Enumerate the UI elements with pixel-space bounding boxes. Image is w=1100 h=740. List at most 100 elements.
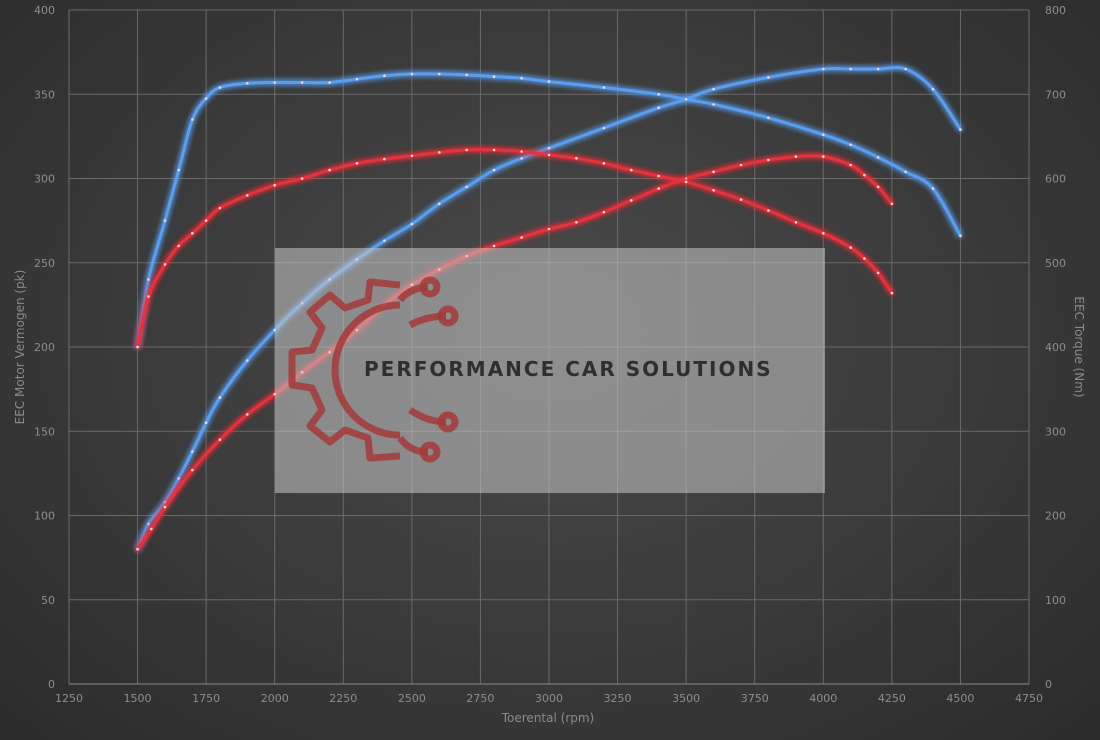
data-point <box>246 413 249 416</box>
data-point <box>246 359 249 362</box>
left-tick-label: 0 <box>48 678 55 691</box>
data-point <box>520 236 523 239</box>
left-tick-label: 350 <box>34 88 55 101</box>
data-point <box>191 450 194 453</box>
left-tick-label: 200 <box>34 341 55 354</box>
data-point <box>410 222 414 226</box>
data-point <box>712 170 715 174</box>
data-point <box>465 148 469 152</box>
right-tick-label: 400 <box>1045 341 1066 354</box>
data-point <box>602 126 606 130</box>
data-point <box>438 72 441 76</box>
data-point <box>273 183 277 187</box>
data-point <box>602 162 606 165</box>
data-point <box>383 157 386 161</box>
data-point <box>904 170 907 174</box>
data-point <box>547 146 551 150</box>
data-point <box>602 86 606 89</box>
data-point <box>931 87 935 91</box>
data-point <box>355 77 359 81</box>
data-point <box>191 232 194 235</box>
left-tick-label: 100 <box>34 510 55 523</box>
x-tick-label: 1500 <box>124 692 152 705</box>
right-tick-label: 0 <box>1045 678 1052 691</box>
data-point <box>204 219 208 222</box>
right-tick-label: 200 <box>1045 510 1066 523</box>
right-axis-ticks: 0 100 200 300 400 500 600 700 800 <box>1045 4 1066 691</box>
data-point <box>177 477 180 480</box>
data-point <box>547 227 551 231</box>
x-tick-label: 4750 <box>1015 692 1043 705</box>
data-point <box>876 185 880 189</box>
series-lines <box>136 66 962 551</box>
data-point <box>657 93 660 96</box>
data-point <box>136 345 139 349</box>
data-point <box>163 263 167 266</box>
data-point <box>575 221 578 224</box>
right-tick-label: 700 <box>1045 88 1066 101</box>
right-axis-title: EEC Torque (Nm) <box>1072 296 1086 397</box>
series-line-3 <box>136 72 962 349</box>
left-axis-ticks: 0 50 100 150 200 250 300 350 400 <box>34 4 55 691</box>
x-tick-label: 3000 <box>535 692 563 705</box>
series-line-1 <box>136 66 962 551</box>
data-point <box>163 219 167 222</box>
data-point <box>739 163 743 167</box>
data-point <box>492 148 496 152</box>
x-tick-label: 2000 <box>261 692 289 705</box>
data-point <box>383 74 386 77</box>
data-point <box>959 234 962 238</box>
data-point <box>218 396 222 399</box>
data-point <box>849 163 852 167</box>
data-point <box>767 116 770 120</box>
left-tick-label: 300 <box>34 173 55 186</box>
data-point <box>492 75 496 78</box>
data-point <box>191 118 194 121</box>
x-tick-label: 4250 <box>878 692 906 705</box>
data-point <box>150 527 153 531</box>
data-point <box>300 81 304 84</box>
data-point <box>712 189 715 192</box>
data-point <box>767 209 770 212</box>
x-axis-title: Toerental (rpm) <box>501 711 594 725</box>
x-tick-label: 2250 <box>329 692 357 705</box>
data-point <box>465 73 469 77</box>
data-point <box>822 67 825 71</box>
data-point <box>684 180 688 184</box>
x-tick-label: 2500 <box>398 692 426 705</box>
data-point <box>163 500 167 504</box>
x-tick-label: 3750 <box>741 692 769 705</box>
data-point <box>890 291 894 295</box>
data-point <box>520 150 523 153</box>
data-point <box>300 177 304 180</box>
data-point <box>767 158 770 162</box>
left-tick-label: 250 <box>34 257 55 270</box>
data-point <box>147 278 150 281</box>
data-point <box>849 143 852 147</box>
data-point <box>849 246 852 249</box>
data-point <box>822 133 825 136</box>
data-point <box>602 210 606 214</box>
x-tick-label: 1750 <box>192 692 220 705</box>
data-point <box>712 103 715 106</box>
data-point <box>547 80 551 83</box>
right-tick-label: 600 <box>1045 173 1066 186</box>
x-axis-ticks: 1250 1500 1750 2000 2250 2500 2750 3000 3250 3500… <box>55 692 1043 705</box>
left-tick-label: 400 <box>34 4 55 17</box>
data-point <box>218 206 222 210</box>
data-point <box>822 155 825 158</box>
data-point <box>575 157 578 160</box>
data-point <box>328 81 331 84</box>
data-point <box>273 81 277 84</box>
x-tick-label: 4500 <box>946 692 974 705</box>
data-point <box>931 187 935 190</box>
data-point <box>147 522 150 526</box>
right-tick-label: 800 <box>1045 4 1066 17</box>
data-point <box>218 438 222 442</box>
data-point <box>218 86 222 89</box>
right-tick-label: 100 <box>1045 594 1066 607</box>
data-point <box>163 505 167 509</box>
x-tick-label: 4000 <box>809 692 837 705</box>
data-point <box>147 295 150 298</box>
